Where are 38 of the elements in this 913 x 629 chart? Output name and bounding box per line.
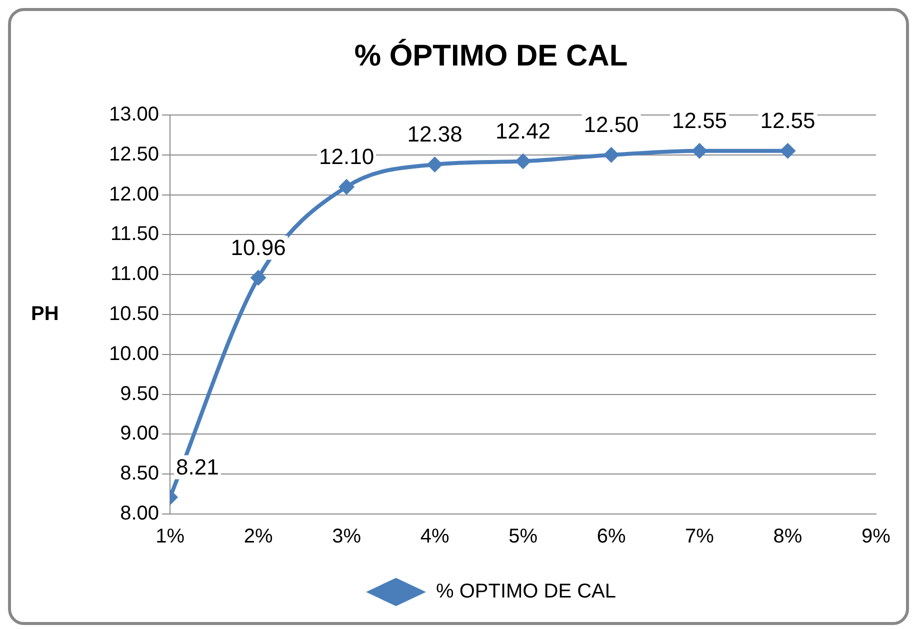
- y-tick-label: 9.00: [120, 422, 160, 445]
- y-tick-label: 11.50: [110, 223, 160, 246]
- y-tick-label: 10.50: [108, 303, 160, 326]
- y-tick-label: 10.00: [108, 342, 160, 365]
- y-tick-label: 11.00: [110, 263, 160, 286]
- data-label: 8.21: [176, 454, 219, 480]
- x-tick-label: 3%: [332, 526, 362, 548]
- y-tick-label: 9.50: [120, 382, 160, 405]
- point: [426, 156, 443, 172]
- x-tick-label: 1%: [156, 526, 185, 548]
- y-tick-label: 13.00: [108, 104, 160, 126]
- y-tick-label: 8.50: [120, 462, 160, 485]
- x-tick-label: 4%: [420, 526, 450, 548]
- data-label: 12.55: [760, 108, 816, 133]
- y-tick-label: 12.50: [108, 143, 160, 166]
- point: [692, 142, 708, 159]
- x-tick-label: 6%: [596, 526, 626, 548]
- point: [338, 178, 355, 195]
- data-label: 12.38: [407, 122, 462, 147]
- x-tick-label: 2%: [244, 526, 273, 548]
- point: [603, 146, 620, 163]
- point: [515, 153, 532, 170]
- data-label: 12.42: [495, 118, 551, 144]
- point: [250, 270, 266, 286]
- y-tick-label: 12.00: [108, 183, 160, 206]
- chart-title: % ÓPTIMO DE CAL: [354, 38, 628, 72]
- data-label: 12.10: [319, 144, 374, 169]
- data-label: 12.50: [584, 112, 639, 137]
- x-tick-label: 8%: [773, 526, 802, 548]
- legend-label: % OPTIMO DE CAL: [436, 580, 616, 603]
- y-tick-label: 8.00: [120, 502, 160, 525]
- x-tick-label: 7%: [685, 526, 714, 548]
- x-tick-label: 9%: [862, 526, 891, 548]
- data-label: 10.96: [230, 234, 286, 260]
- point: [780, 142, 796, 159]
- data-label: 12.55: [672, 108, 728, 133]
- y-axis-title: PH: [31, 303, 59, 326]
- x-tick-label: 5%: [508, 526, 538, 548]
